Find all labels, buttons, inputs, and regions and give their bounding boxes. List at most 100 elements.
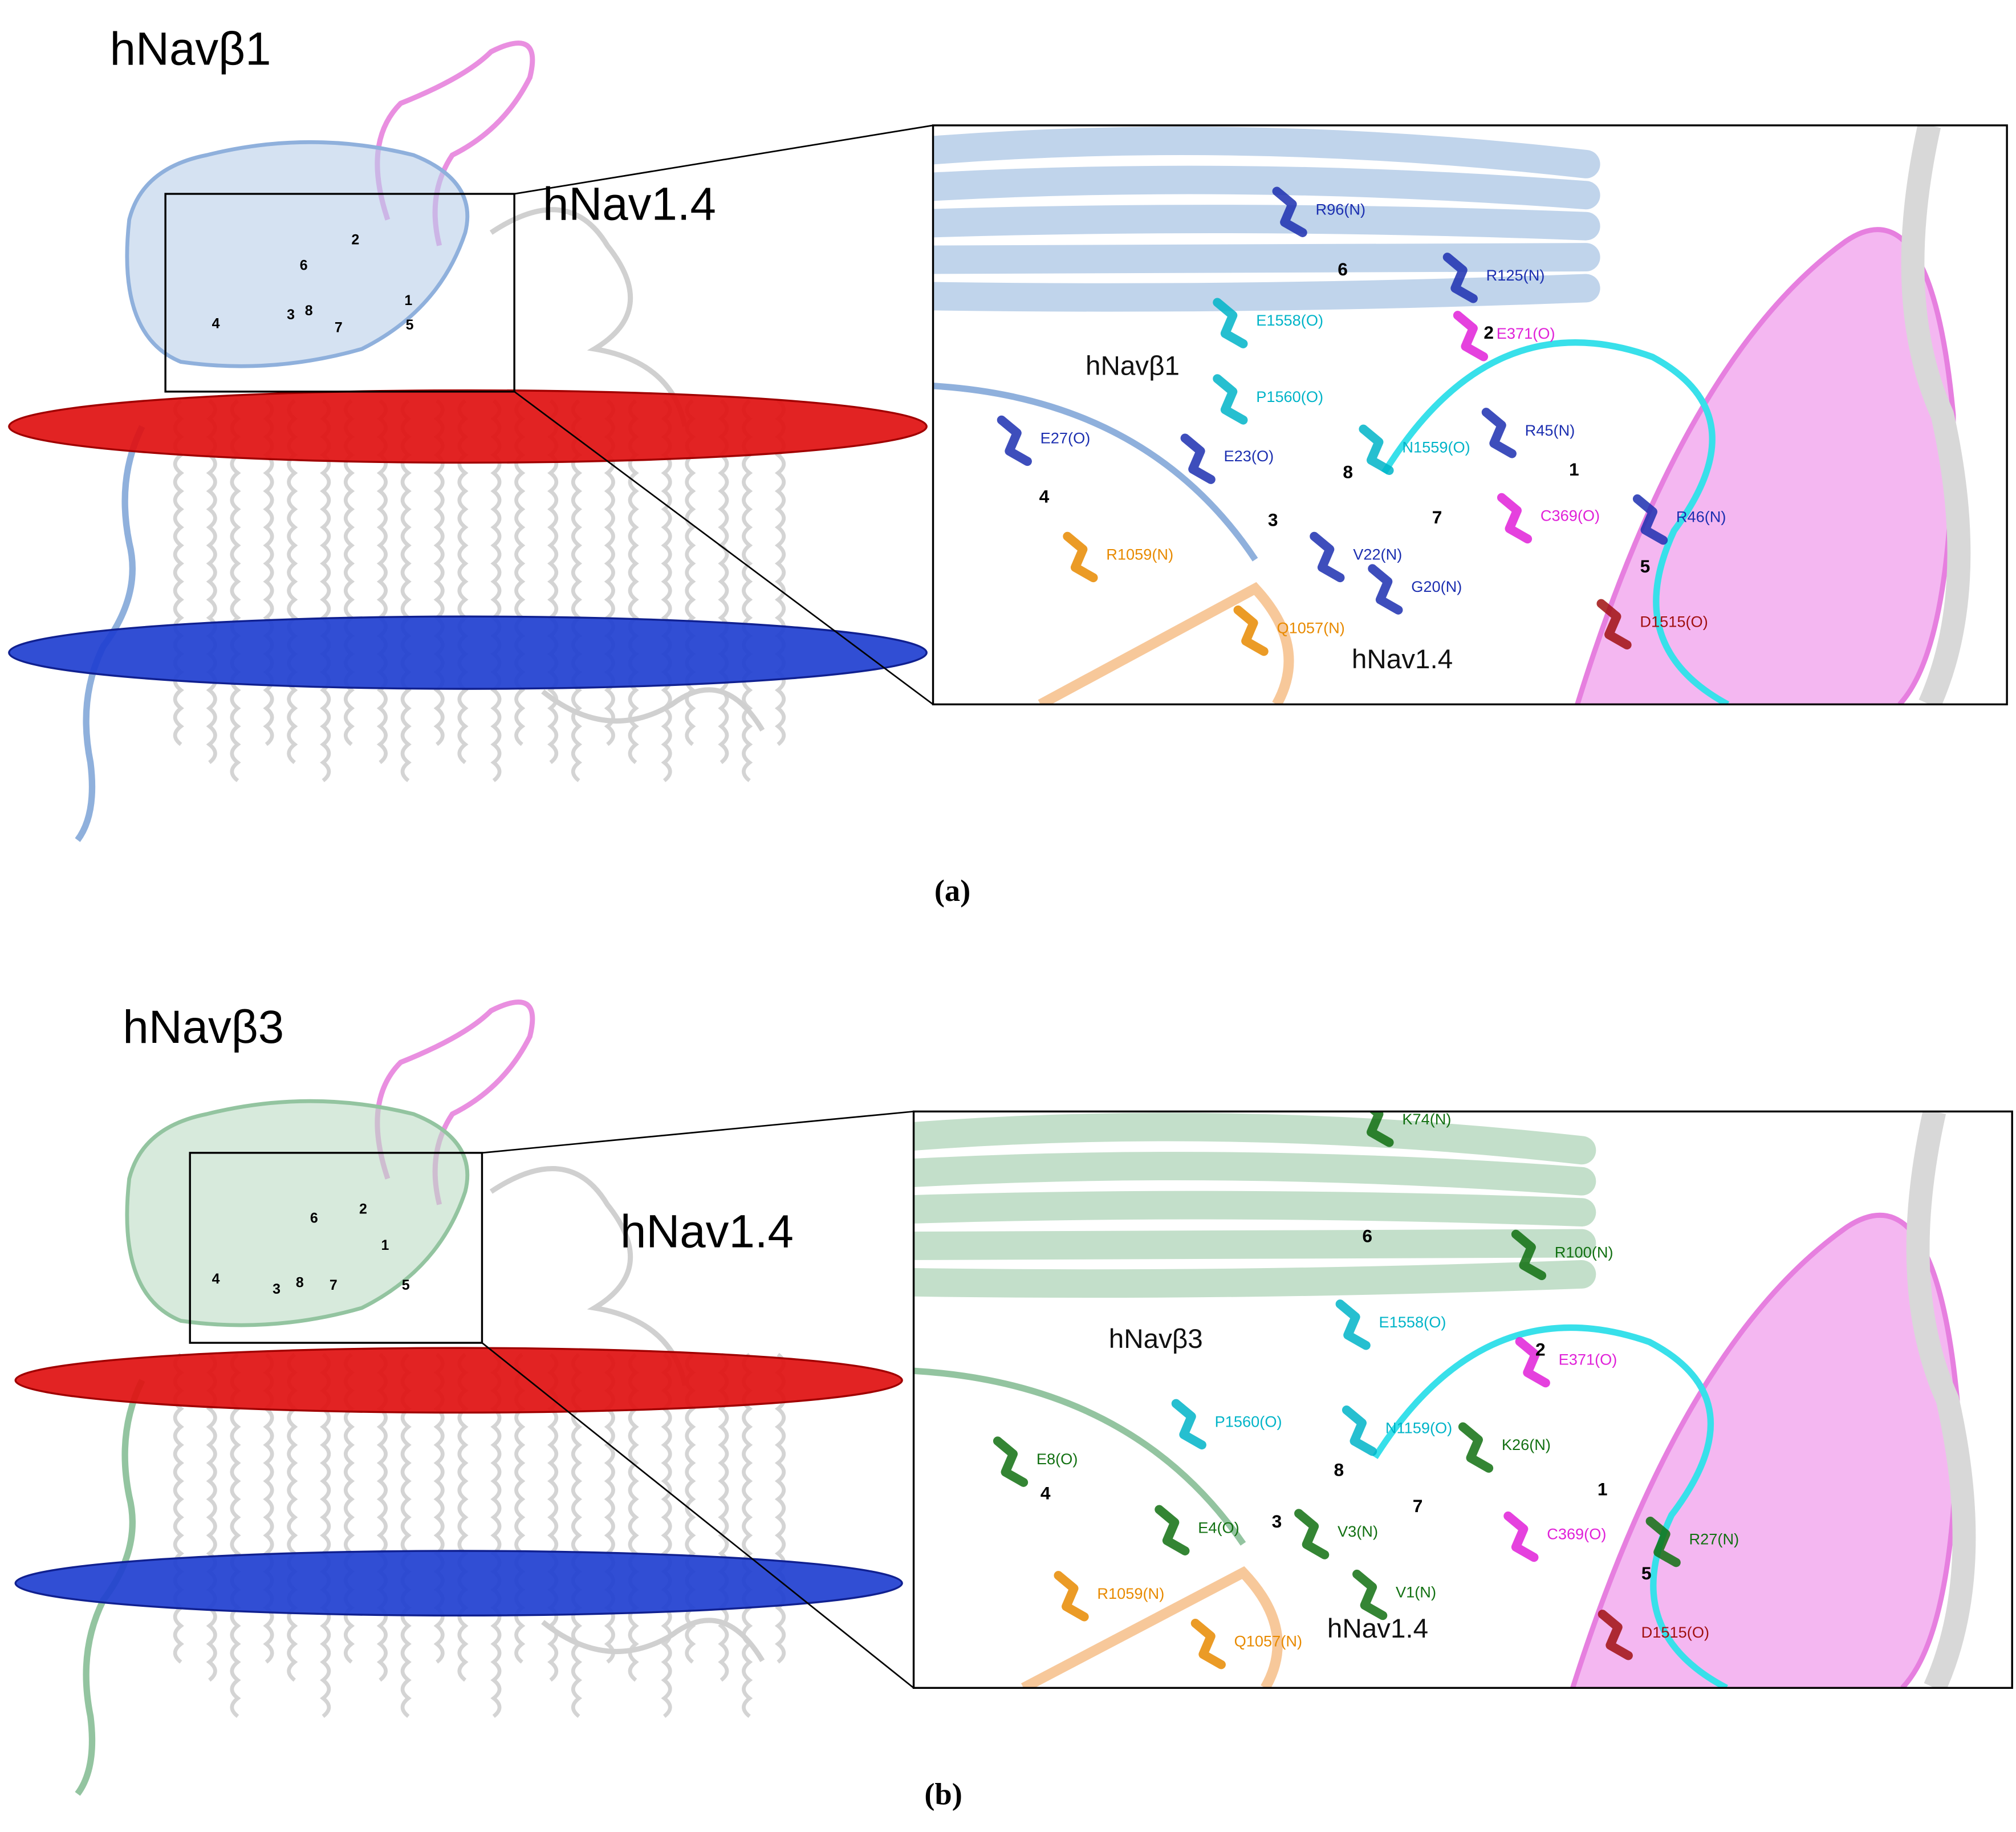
beta-strand xyxy=(913,1112,1596,1165)
orange-loop xyxy=(1021,1566,1283,1688)
beta-strand xyxy=(933,165,1600,210)
zoom-content xyxy=(933,125,1971,705)
helix xyxy=(230,1352,241,1718)
residue-stick xyxy=(1598,1610,1633,1660)
residue-label: K74(N) xyxy=(1402,1110,1451,1128)
beta-strand xyxy=(933,127,1600,178)
helix xyxy=(490,1352,502,1718)
helix xyxy=(230,399,241,782)
beta-strand xyxy=(933,274,1600,312)
zoom-box xyxy=(189,1152,483,1344)
panel: K74(N) R100(N) E1558(O) E371(O) hNavβ3 P1560(… xyxy=(14,999,2013,1811)
residue-label: N1159(O) xyxy=(1385,1419,1452,1437)
residue-stick xyxy=(997,415,1032,466)
panel-caption: (b) xyxy=(924,1777,962,1811)
zoom-line xyxy=(481,1342,914,1689)
residue-label: G20(N) xyxy=(1411,578,1462,595)
chain-label: hNavβ3 xyxy=(1109,1324,1203,1354)
residue-label: E1558(O) xyxy=(1256,311,1323,329)
gray-cartoon xyxy=(1906,1111,1976,1688)
overview-title: hNavβ1 xyxy=(110,23,271,75)
contact-number: 1 xyxy=(1569,459,1579,480)
beta-strand xyxy=(913,1229,1596,1260)
helix xyxy=(490,399,502,782)
helix xyxy=(320,1352,331,1718)
residue-stick xyxy=(1272,186,1307,237)
chain-label: hNav1.4 xyxy=(1352,644,1453,675)
contact-number: 5 xyxy=(1640,556,1651,576)
channel-loops xyxy=(489,1166,765,1663)
beta-strand xyxy=(913,1260,1596,1298)
residue-label: D1515(O) xyxy=(1640,612,1708,630)
residue-stick xyxy=(1368,564,1403,615)
residue-stick xyxy=(1596,599,1632,649)
contact-number: 3 xyxy=(1268,510,1278,530)
helix xyxy=(206,1352,217,1682)
helix xyxy=(718,399,729,765)
helix xyxy=(661,1352,672,1718)
residue-label: P1560(O) xyxy=(1256,388,1323,405)
panel: R96(N) R125(N) E1558(O) E371(O) hNavβ1 P1560(… xyxy=(8,23,2008,908)
residue-label: Q1057(N) xyxy=(1277,619,1344,637)
overview-number: 2 xyxy=(351,231,359,247)
residue-label: R27(N) xyxy=(1689,1530,1739,1548)
residue-stick xyxy=(1063,531,1098,583)
contact-number: 2 xyxy=(1483,322,1494,343)
residue-label: R46(N) xyxy=(1676,508,1726,526)
beta-domain xyxy=(125,1099,470,1327)
residue-stick xyxy=(1213,298,1248,348)
zoom-content xyxy=(913,1111,1976,1688)
membrane-inner xyxy=(14,1550,903,1617)
zoom-line xyxy=(514,391,934,705)
helix xyxy=(320,399,331,782)
helix xyxy=(718,1352,729,1682)
contact-number: 8 xyxy=(1343,462,1353,482)
overview-number: 4 xyxy=(212,316,220,332)
helix xyxy=(661,399,672,782)
membrane-inner xyxy=(8,615,928,690)
residue-stick xyxy=(1180,433,1216,484)
beta-strand xyxy=(913,1191,1596,1227)
residue-stick xyxy=(1359,424,1394,475)
helix xyxy=(571,399,583,782)
contact-number: 4 xyxy=(1040,1482,1051,1503)
residue-label: P1560(O) xyxy=(1215,1412,1282,1430)
residue-label: E371(O) xyxy=(1559,1351,1617,1368)
residue-stick xyxy=(1233,605,1269,656)
beta-strand xyxy=(913,1152,1596,1196)
residue-stick xyxy=(1294,1509,1330,1559)
residue-stick xyxy=(1645,1516,1681,1567)
channel-label: hNav1.4 xyxy=(543,178,716,230)
zoom-line xyxy=(514,124,933,195)
residue-stick xyxy=(1352,1569,1388,1620)
residue-label: D1515(O) xyxy=(1641,1623,1709,1641)
contact-number: 7 xyxy=(1432,507,1442,527)
cyan-loop xyxy=(1381,339,1730,705)
overview-number: 7 xyxy=(335,320,343,336)
overview-number: 6 xyxy=(310,1210,318,1226)
beta-domain xyxy=(125,140,470,368)
chain-label: hNavβ1 xyxy=(1086,351,1180,381)
residue-stick xyxy=(1511,1229,1547,1281)
residue-label: V1(N) xyxy=(1396,1583,1436,1601)
pink-loop xyxy=(375,40,535,246)
residue-label: E4(O) xyxy=(1198,1518,1239,1536)
pink-cartoon xyxy=(1570,1212,1960,1688)
helix xyxy=(774,399,786,746)
zoom-box xyxy=(164,193,515,393)
overview-number: 5 xyxy=(406,317,414,333)
gray-cartoon xyxy=(1901,125,1971,705)
residue-stick xyxy=(993,1436,1029,1487)
overview-number: 3 xyxy=(273,1281,281,1297)
helix xyxy=(400,399,412,782)
overview-number: 1 xyxy=(404,293,412,308)
panel-caption: (a) xyxy=(934,874,970,908)
contact-number: 3 xyxy=(1272,1511,1282,1532)
helix xyxy=(774,1352,786,1664)
beta-strand xyxy=(933,243,1600,274)
residue-label: R45(N) xyxy=(1525,421,1575,439)
residue-stick xyxy=(1310,531,1345,583)
overview-number: 4 xyxy=(212,1271,220,1287)
residue-label: E27(O) xyxy=(1040,429,1091,446)
